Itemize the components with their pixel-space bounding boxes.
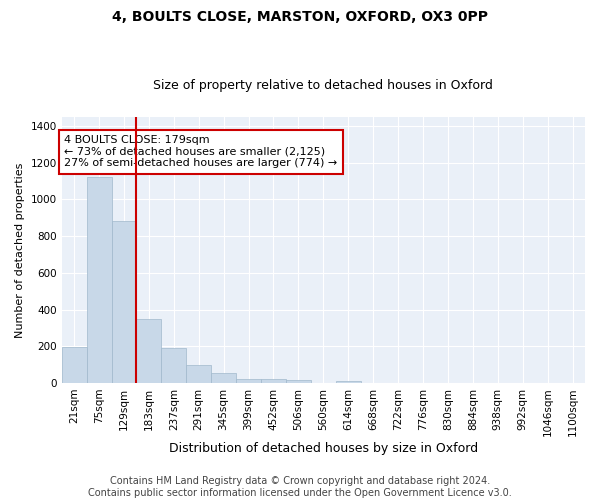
Bar [236, 379, 261, 383]
Bar [336, 381, 361, 383]
Text: 4, BOULTS CLOSE, MARSTON, OXFORD, OX3 0PP: 4, BOULTS CLOSE, MARSTON, OXFORD, OX3 0P… [112, 10, 488, 24]
Text: Contains HM Land Registry data © Crown copyright and database right 2024.
Contai: Contains HM Land Registry data © Crown c… [88, 476, 512, 498]
Bar [161, 348, 186, 383]
Text: 4 BOULTS CLOSE: 179sqm
← 73% of detached houses are smaller (2,125)
27% of semi-: 4 BOULTS CLOSE: 179sqm ← 73% of detached… [64, 135, 337, 168]
Y-axis label: Number of detached properties: Number of detached properties [15, 162, 25, 338]
Bar [62, 347, 86, 383]
Title: Size of property relative to detached houses in Oxford: Size of property relative to detached ho… [154, 79, 493, 92]
Bar [286, 380, 311, 383]
Bar [112, 222, 136, 383]
X-axis label: Distribution of detached houses by size in Oxford: Distribution of detached houses by size … [169, 442, 478, 455]
Bar [186, 364, 211, 383]
Bar [86, 178, 112, 383]
Bar [136, 318, 161, 383]
Bar [211, 373, 236, 383]
Bar [261, 379, 286, 383]
